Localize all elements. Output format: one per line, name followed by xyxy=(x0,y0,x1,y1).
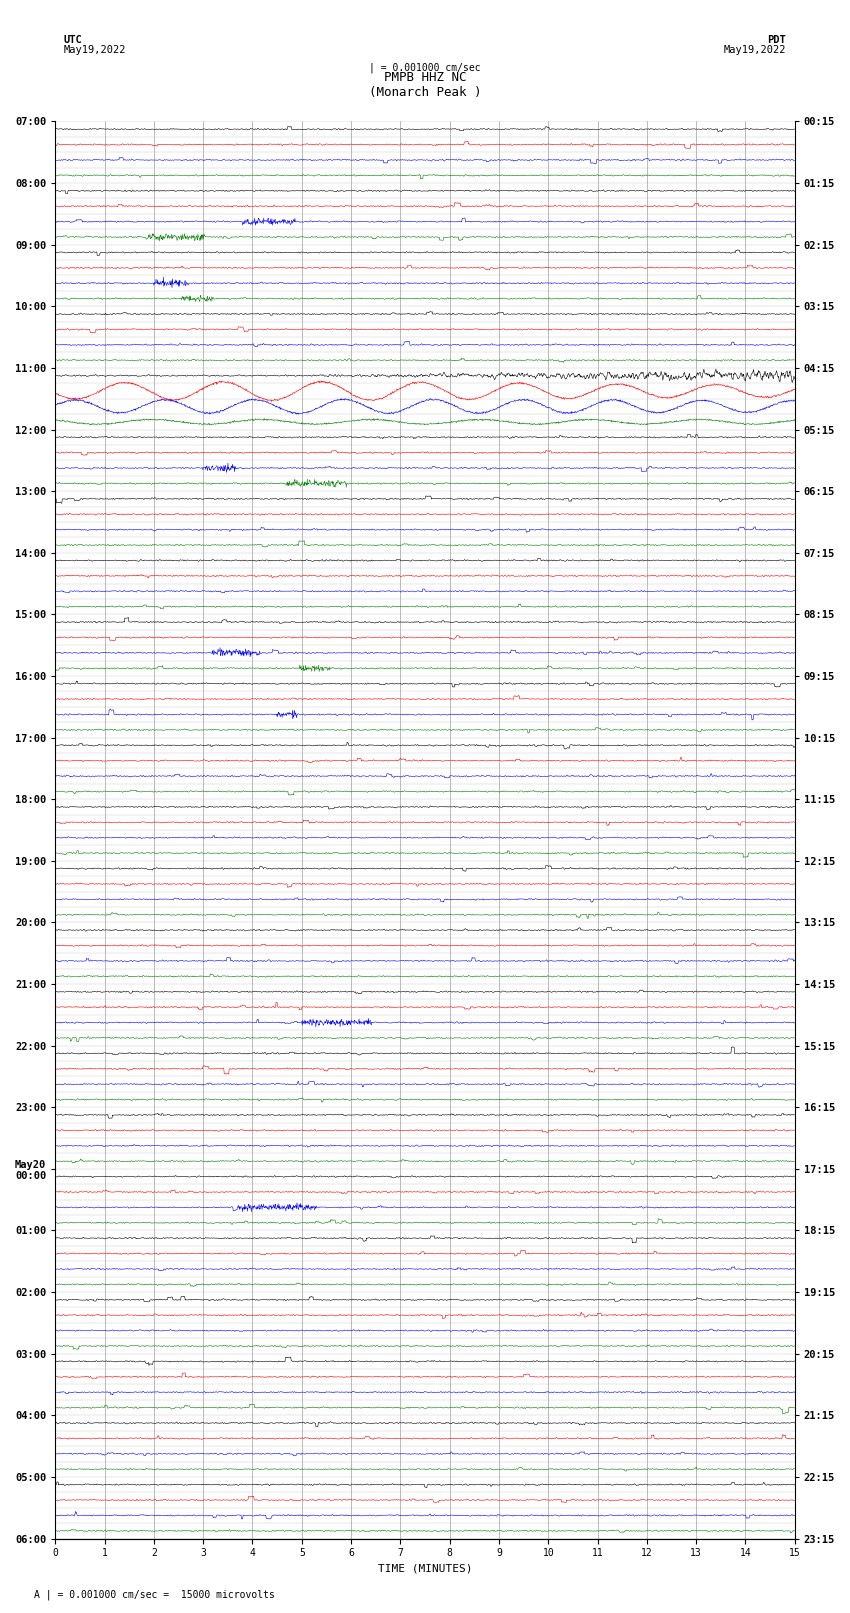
Title: PMPB HHZ NC
(Monarch Peak ): PMPB HHZ NC (Monarch Peak ) xyxy=(369,71,481,100)
X-axis label: TIME (MINUTES): TIME (MINUTES) xyxy=(377,1565,473,1574)
Text: UTC: UTC xyxy=(64,35,82,45)
Text: A | = 0.001000 cm/sec =  15000 microvolts: A | = 0.001000 cm/sec = 15000 microvolts xyxy=(34,1589,275,1600)
Text: | = 0.001000 cm/sec: | = 0.001000 cm/sec xyxy=(369,63,481,73)
Text: PDT: PDT xyxy=(768,35,786,45)
Text: May19,2022: May19,2022 xyxy=(723,45,786,55)
Text: May19,2022: May19,2022 xyxy=(64,45,127,55)
